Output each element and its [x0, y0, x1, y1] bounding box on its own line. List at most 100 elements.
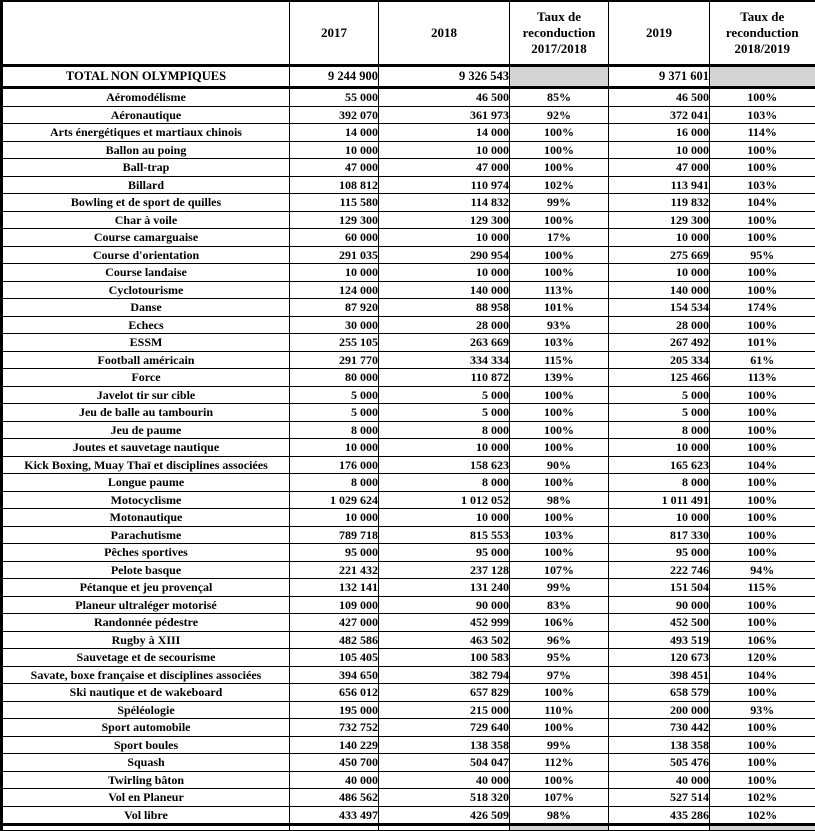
value-2018-cell: 10 000	[378, 140, 510, 159]
value-2019-cell: 275 669	[608, 245, 710, 264]
table-row: Course d'orientation 291 035 290 954 100…	[1, 245, 815, 264]
table-row: Rugby à XIII 482 586 463 502 96% 493 519…	[1, 630, 815, 649]
taux-2017-2018-cell: 107%	[509, 788, 609, 807]
value-2019-cell: 151 504	[608, 578, 710, 597]
federation-name-cell: Jeu de paume	[1, 420, 290, 439]
taux-2017-2018-cell: 101%	[509, 298, 609, 317]
taux-2017-2018-cell: 98%	[509, 805, 609, 825]
federation-name-cell: Motonautique	[1, 508, 290, 527]
value-2019-cell: 10 000	[608, 438, 710, 457]
federation-name-cell: Force	[1, 368, 290, 387]
federation-name-cell: Course d'orientation	[1, 245, 290, 264]
taux-2017-2018-cell: 106%	[509, 613, 609, 632]
table-row: Aéromodélisme 55 000 46 500 85% 46 500 1…	[1, 87, 815, 107]
value-2019-cell: 398 451	[608, 665, 710, 684]
table-row: Football américain 291 770 334 334 115% …	[1, 350, 815, 369]
table-row: Savate, boxe française et disciplines as…	[1, 665, 815, 684]
value-2019-cell: 113 941	[608, 175, 710, 194]
value-2019-cell: 5 000	[608, 385, 710, 404]
value-2018-cell: 237 128	[378, 560, 510, 579]
table-row: Echecs 30 000 28 000 93% 28 000 100%	[1, 315, 815, 334]
taux-2017-2018-cell: 99%	[509, 735, 609, 754]
value-2017-cell: 10 000	[289, 140, 379, 159]
value-2018-cell: 10 000	[378, 508, 510, 527]
value-2018-cell: 426 509	[378, 805, 510, 825]
federation-name-cell: Sport boules	[1, 735, 290, 754]
taux-2017-2018-cell: 100%	[509, 770, 609, 789]
value-2018-cell: 100 583	[378, 648, 510, 667]
value-2017-cell: 105 405	[289, 648, 379, 667]
value-2017-cell: 47 000	[289, 158, 379, 177]
taux-2018-2019-cell: 103%	[709, 105, 815, 124]
value-2017-cell: 394 650	[289, 665, 379, 684]
table-row: Motocyclisme 1 029 624 1 012 052 98% 1 0…	[1, 490, 815, 509]
value-2017-cell: 427 000	[289, 613, 379, 632]
value-2019-cell: 28 000	[608, 315, 710, 334]
table-row: Randonnée pédestre 427 000 452 999 106% …	[1, 613, 815, 632]
value-2017-cell: 1 029 624	[289, 490, 379, 509]
value-2018-cell: 40 000	[378, 770, 510, 789]
value-2017-cell: 30 000	[289, 315, 379, 334]
value-2017-cell: 255 105	[289, 333, 379, 352]
taux-2017-2018-cell: 100%	[509, 140, 609, 159]
value-2018-cell: 334 334	[378, 350, 510, 369]
value-2019-cell: 165 623	[608, 455, 710, 474]
value-2019-cell: 10 000	[608, 140, 710, 159]
value-2019-cell: 40 000	[608, 770, 710, 789]
value-2018-cell: 382 794	[378, 665, 510, 684]
value-2019-cell: 222 746	[608, 560, 710, 579]
value-2019-cell: 46 500	[608, 87, 710, 107]
taux-2018-2019-cell: 100%	[709, 595, 815, 614]
value-2018-cell: 129 300	[378, 210, 510, 229]
taux-2017-2018-cell: 97%	[509, 665, 609, 684]
total-2017: 9 244 900	[289, 64, 379, 89]
value-2018-cell: 47 000	[378, 158, 510, 177]
table-row: Cyclotourisme 124 000 140 000 113% 140 0…	[1, 280, 815, 299]
value-2017-cell: 10 000	[289, 508, 379, 527]
header-empty-cell	[1, 0, 290, 67]
taux-2017-2018-cell: 83%	[509, 595, 609, 614]
taux-2018-2019-cell: 115%	[709, 578, 815, 597]
taux-2017-2018-cell: 100%	[509, 385, 609, 404]
partial-2017-cell	[289, 823, 379, 831]
value-2019-cell: 435 286	[608, 805, 710, 825]
table-row: Jeu de balle au tambourin 5 000 5 000 10…	[1, 403, 815, 422]
taux-2018-2019-cell: 102%	[709, 788, 815, 807]
taux-2018-2019-cell: 100%	[709, 210, 815, 229]
taux-2017-2018-cell: 100%	[509, 403, 609, 422]
table-row: Sport automobile 732 752 729 640 100% 73…	[1, 718, 815, 737]
federation-name-cell: Bowling et de sport de quilles	[1, 193, 290, 212]
taux-2018-2019-cell: 100%	[709, 158, 815, 177]
value-2017-cell: 8 000	[289, 473, 379, 492]
table-row: Aéronautique 392 070 361 973 92% 372 041…	[1, 105, 815, 124]
value-2017-cell: 132 141	[289, 578, 379, 597]
taux-2017-2018-cell: 107%	[509, 560, 609, 579]
taux-2017-2018-cell: 110%	[509, 700, 609, 719]
value-2017-cell: 656 012	[289, 683, 379, 702]
value-2019-cell: 267 492	[608, 333, 710, 352]
value-2017-cell: 40 000	[289, 770, 379, 789]
taux-2017-2018-cell: 103%	[509, 333, 609, 352]
taux-2018-2019-cell: 120%	[709, 648, 815, 667]
value-2018-cell: 140 000	[378, 280, 510, 299]
total-taux-2017-2018	[509, 64, 609, 89]
taux-2017-2018-cell: 139%	[509, 368, 609, 387]
value-2018-cell: 290 954	[378, 245, 510, 264]
federation-name-cell: Parachutisme	[1, 525, 290, 544]
value-2018-cell: 88 958	[378, 298, 510, 317]
table-row: Course camarguaise 60 000 10 000 17% 10 …	[1, 228, 815, 247]
table-row: Bowling et de sport de quilles 115 580 1…	[1, 193, 815, 212]
taux-2017-2018-cell: 93%	[509, 315, 609, 334]
taux-2018-2019-cell: 100%	[709, 280, 815, 299]
taux-2018-2019-cell: 100%	[709, 87, 815, 107]
value-2019-cell: 505 476	[608, 753, 710, 772]
value-2017-cell: 109 000	[289, 595, 379, 614]
federation-name-cell: Pelote basque	[1, 560, 290, 579]
table-row: Billard 108 812 110 974 102% 113 941 103…	[1, 175, 815, 194]
value-2019-cell: 730 442	[608, 718, 710, 737]
taux-2018-2019-cell: 100%	[709, 490, 815, 509]
federation-name-cell: Cyclotourisme	[1, 280, 290, 299]
table-row: Twirling bâton 40 000 40 000 100% 40 000…	[1, 770, 815, 789]
federation-name-cell: Football américain	[1, 350, 290, 369]
federation-name-cell: Savate, boxe française et disciplines as…	[1, 665, 290, 684]
